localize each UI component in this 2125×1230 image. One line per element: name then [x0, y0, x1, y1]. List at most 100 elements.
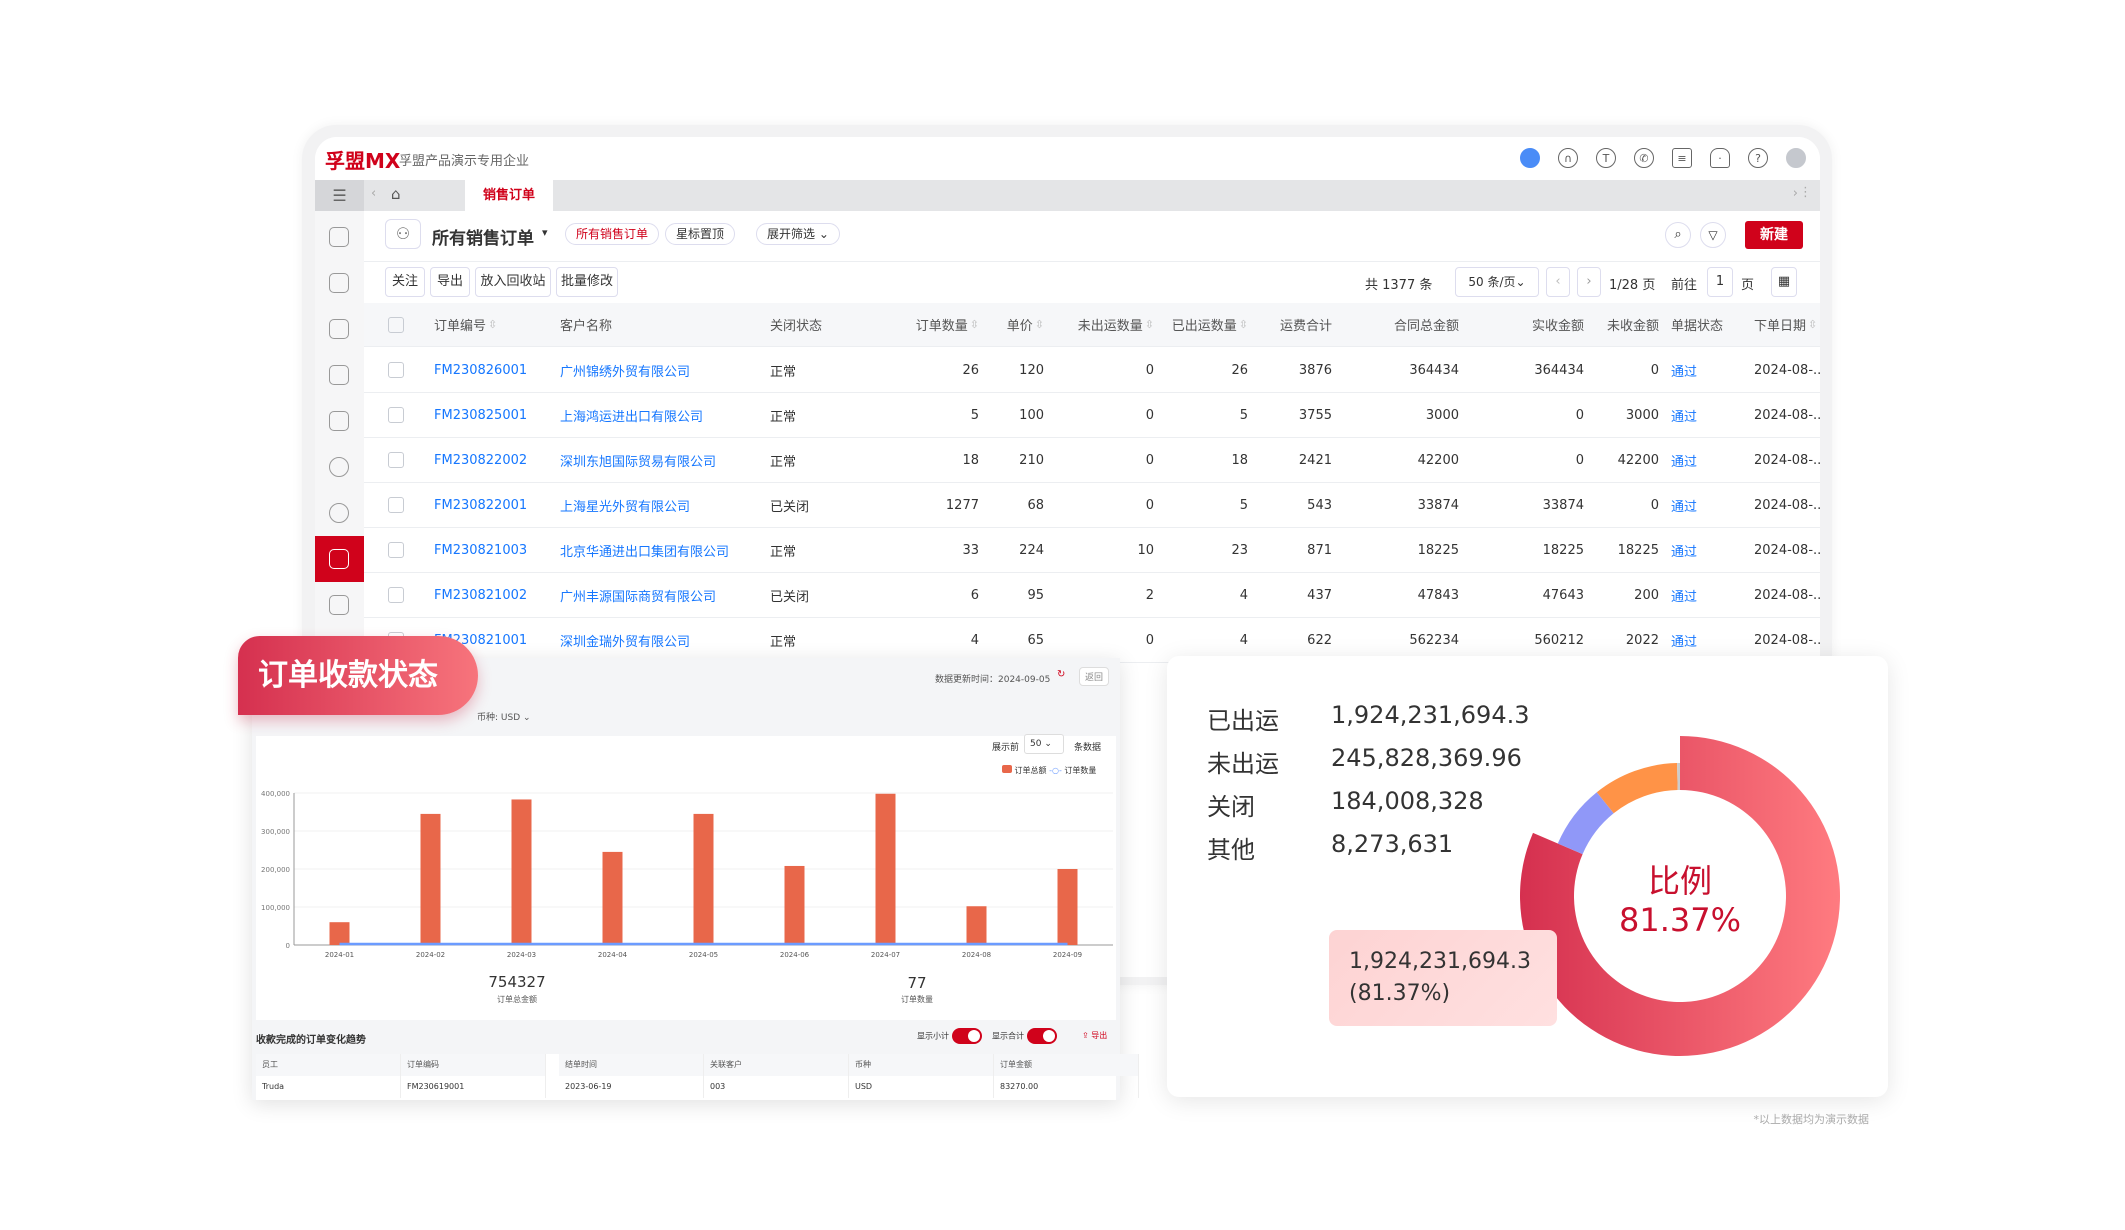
sub-column-header[interactable]: 币种: [849, 1054, 994, 1076]
table-row[interactable]: FM230822002 深圳东旭国际贸易有限公司 正常 18 210 0 18 2421 422…: [364, 438, 1820, 483]
subtotal-switch[interactable]: [951, 1028, 982, 1044]
donut-slice-未出运[interactable]: [1596, 763, 1678, 814]
t-icon[interactable]: T: [1596, 148, 1616, 168]
compass-icon[interactable]: [329, 457, 349, 477]
search-icon[interactable]: ⌕: [1665, 222, 1691, 248]
back-button[interactable]: 返回: [1079, 667, 1110, 686]
sub-column-header[interactable]: 订单金额: [994, 1054, 1139, 1076]
row-checkbox[interactable]: [388, 362, 404, 378]
total-switch[interactable]: [1026, 1028, 1057, 1044]
avatar-icon[interactable]: [1786, 148, 1806, 168]
show-top-select[interactable]: 50 ⌄: [1024, 734, 1064, 754]
goto-page-input[interactable]: 1: [1707, 267, 1733, 297]
contact-icon[interactable]: [329, 273, 349, 293]
home-tab-icon[interactable]: ⌂: [391, 185, 401, 203]
sort-icon[interactable]: ⇳: [488, 318, 498, 331]
mail-icon[interactable]: [329, 365, 349, 385]
chevron-left-icon[interactable]: ‹: [371, 186, 377, 201]
cell[interactable]: 上海鸿运进出口有限公司: [560, 409, 704, 425]
cell[interactable]: FM230821003: [434, 542, 528, 558]
new-button[interactable]: 新建: [1745, 221, 1803, 249]
table-row[interactable]: FM230821003 北京华通进出口集团有限公司 正常 33 224 10 23 871 18…: [364, 528, 1820, 573]
donut-slice-其他[interactable]: [1677, 763, 1680, 791]
sub-column-header[interactable]: 关联客户: [704, 1054, 849, 1076]
cell[interactable]: FM230821002: [434, 587, 528, 603]
view-dropdown-icon[interactable]: ▾: [542, 226, 548, 239]
export-link[interactable]: ⇪ 导出: [1082, 1031, 1108, 1040]
report-icon[interactable]: [329, 595, 349, 615]
table-row[interactable]: FM230822001 上海星光外贸有限公司 已关闭 1277 68 0 5 543 33874…: [364, 483, 1820, 528]
more-icon[interactable]: ⋮: [1799, 185, 1812, 200]
sort-icon[interactable]: ⇳: [1144, 318, 1154, 331]
filter-starred[interactable]: 星标置顶: [665, 223, 736, 245]
subtotal-toggle[interactable]: 显示小计: [917, 1028, 982, 1044]
recycle-button[interactable]: 放入回收站: [475, 267, 551, 297]
sort-icon[interactable]: ⇳: [969, 318, 979, 331]
column-header[interactable]: 下单日期: [1754, 319, 1807, 334]
sub-column-header[interactable]: 订单编码: [401, 1054, 546, 1076]
sort-icon[interactable]: ⇳: [1238, 318, 1248, 331]
cell[interactable]: 通过: [1671, 364, 1698, 380]
cell[interactable]: 通过: [1671, 409, 1698, 425]
cell[interactable]: FM230826001: [434, 362, 528, 378]
table-row[interactable]: FM230825001 上海鸿运进出口有限公司 正常 5 100 0 5 3755 3000 0 3…: [364, 393, 1820, 438]
filter-icon[interactable]: ▽: [1700, 222, 1726, 248]
cell[interactable]: 通过: [1671, 499, 1698, 515]
view-title[interactable]: 所有销售订单: [432, 229, 534, 249]
row-checkbox[interactable]: [388, 452, 404, 468]
refresh-icon[interactable]: ↻: [1057, 669, 1066, 680]
export-button[interactable]: 导出: [430, 267, 470, 297]
sidebar-item-orders[interactable]: [315, 536, 364, 582]
table-row[interactable]: FM230826001 广州锦绣外贸有限公司 正常 26 120 0 26 3876 36443…: [364, 348, 1820, 393]
tab-sales-orders[interactable]: 销售订单: [465, 180, 553, 211]
row-checkbox[interactable]: [388, 316, 404, 333]
org-tree-icon[interactable]: [329, 319, 349, 339]
cell[interactable]: 深圳东旭国际贸易有限公司: [560, 454, 717, 470]
cell[interactable]: FM230822002: [434, 452, 528, 468]
page-size-select[interactable]: 50 条/页⌄: [1455, 267, 1539, 297]
follow-button[interactable]: 关注: [385, 267, 425, 297]
cell[interactable]: 通过: [1671, 544, 1698, 560]
view-switch-icon[interactable]: ⚇: [385, 219, 421, 249]
total-toggle[interactable]: 显示合计: [992, 1028, 1057, 1044]
expand-filter-button[interactable]: 展开筛选 ⌄: [756, 223, 840, 245]
donut-slice-关闭[interactable]: [1557, 792, 1614, 855]
cell[interactable]: 通过: [1671, 634, 1698, 650]
whatsapp-icon[interactable]: ✆: [1634, 148, 1654, 168]
filter-all-orders[interactable]: 所有销售订单: [565, 223, 660, 245]
row-checkbox[interactable]: [388, 497, 404, 513]
cell[interactable]: 通过: [1671, 589, 1698, 605]
ai-assistant-icon[interactable]: [1520, 148, 1540, 168]
column-header[interactable]: 订单编号: [434, 319, 487, 334]
cell[interactable]: 广州丰源国际商贸有限公司: [560, 589, 717, 605]
donut-slice-已出运[interactable]: [1520, 736, 1841, 1056]
chevron-right-icon[interactable]: ›: [1792, 186, 1798, 201]
table-row[interactable]: FM230821002 广州丰源国际商贸有限公司 已关闭 6 95 2 4 437 47843 4…: [364, 573, 1820, 618]
column-settings-icon[interactable]: ▦: [1771, 267, 1797, 297]
menu-toggle-icon[interactable]: ☰: [315, 180, 364, 211]
column-header[interactable]: 未出运数量: [1077, 319, 1143, 334]
cell[interactable]: 广州锦绣外贸有限公司: [560, 364, 691, 380]
cell[interactable]: 上海星光外贸有限公司: [560, 499, 691, 515]
task-list-icon[interactable]: ≡: [1672, 148, 1692, 168]
row-checkbox[interactable]: [388, 407, 404, 423]
sort-icon[interactable]: ⇳: [1808, 318, 1818, 331]
sort-icon[interactable]: ⇳: [1034, 318, 1044, 331]
cell[interactable]: FM230822001: [434, 497, 528, 513]
bell-icon[interactable]: ·: [1710, 148, 1730, 168]
a-icon[interactable]: [329, 503, 349, 523]
batch-edit-button[interactable]: 批量修改: [556, 267, 618, 297]
bag-icon[interactable]: [329, 411, 349, 431]
next-page-button[interactable]: ›: [1577, 267, 1601, 297]
row-checkbox[interactable]: [388, 542, 404, 558]
cell[interactable]: 深圳金瑞外贸有限公司: [560, 634, 691, 650]
sub-column-header[interactable]: 员工: [256, 1054, 401, 1076]
column-header[interactable]: 已出运数量: [1171, 319, 1237, 334]
headset-icon[interactable]: ∩: [1558, 148, 1578, 168]
sub-column-header[interactable]: 结单时间: [559, 1054, 704, 1076]
cell[interactable]: 通过: [1671, 454, 1698, 470]
column-header[interactable]: 单价: [1006, 319, 1033, 334]
cell[interactable]: 北京华通进出口集团有限公司: [560, 544, 730, 560]
currency-select[interactable]: 币种: USD ⌄: [477, 713, 531, 723]
home-icon[interactable]: [329, 227, 349, 247]
